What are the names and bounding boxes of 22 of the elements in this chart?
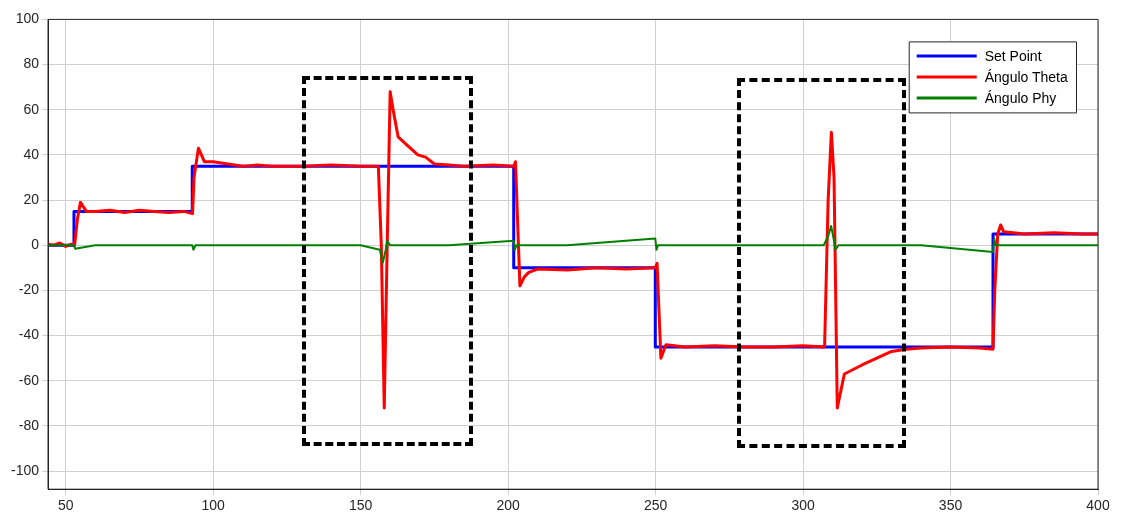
y-tick-label: -40 [18, 326, 40, 343]
x-tick-label: 100 [201, 497, 226, 514]
y-tick-label: -60 [18, 371, 40, 388]
y-tick-label: -20 [18, 281, 40, 298]
y-tick-label: -80 [18, 416, 40, 433]
y-tick-label: 100 [15, 10, 40, 27]
legend-label: Ángulo Phy [984, 89, 1057, 106]
legend-label: Set Point [984, 47, 1042, 64]
x-tick-label: 50 [57, 497, 74, 514]
y-tick-label: 20 [23, 190, 40, 207]
y-tick-label: 40 [23, 145, 40, 162]
y-tick-label: 80 [23, 55, 40, 72]
x-tick-label: 300 [791, 497, 815, 514]
x-tick-label: 350 [938, 497, 963, 514]
y-tick-label: 0 [31, 236, 40, 253]
x-tick-label: 150 [348, 497, 373, 514]
y-tick-label: 60 [23, 100, 40, 117]
x-tick-label: 400 [1086, 497, 1110, 514]
x-tick-label: 200 [496, 497, 521, 514]
y-tick-label: -100 [10, 461, 40, 478]
x-tick-label: 250 [643, 497, 668, 514]
legend-label: Ángulo Theta [984, 68, 1068, 85]
